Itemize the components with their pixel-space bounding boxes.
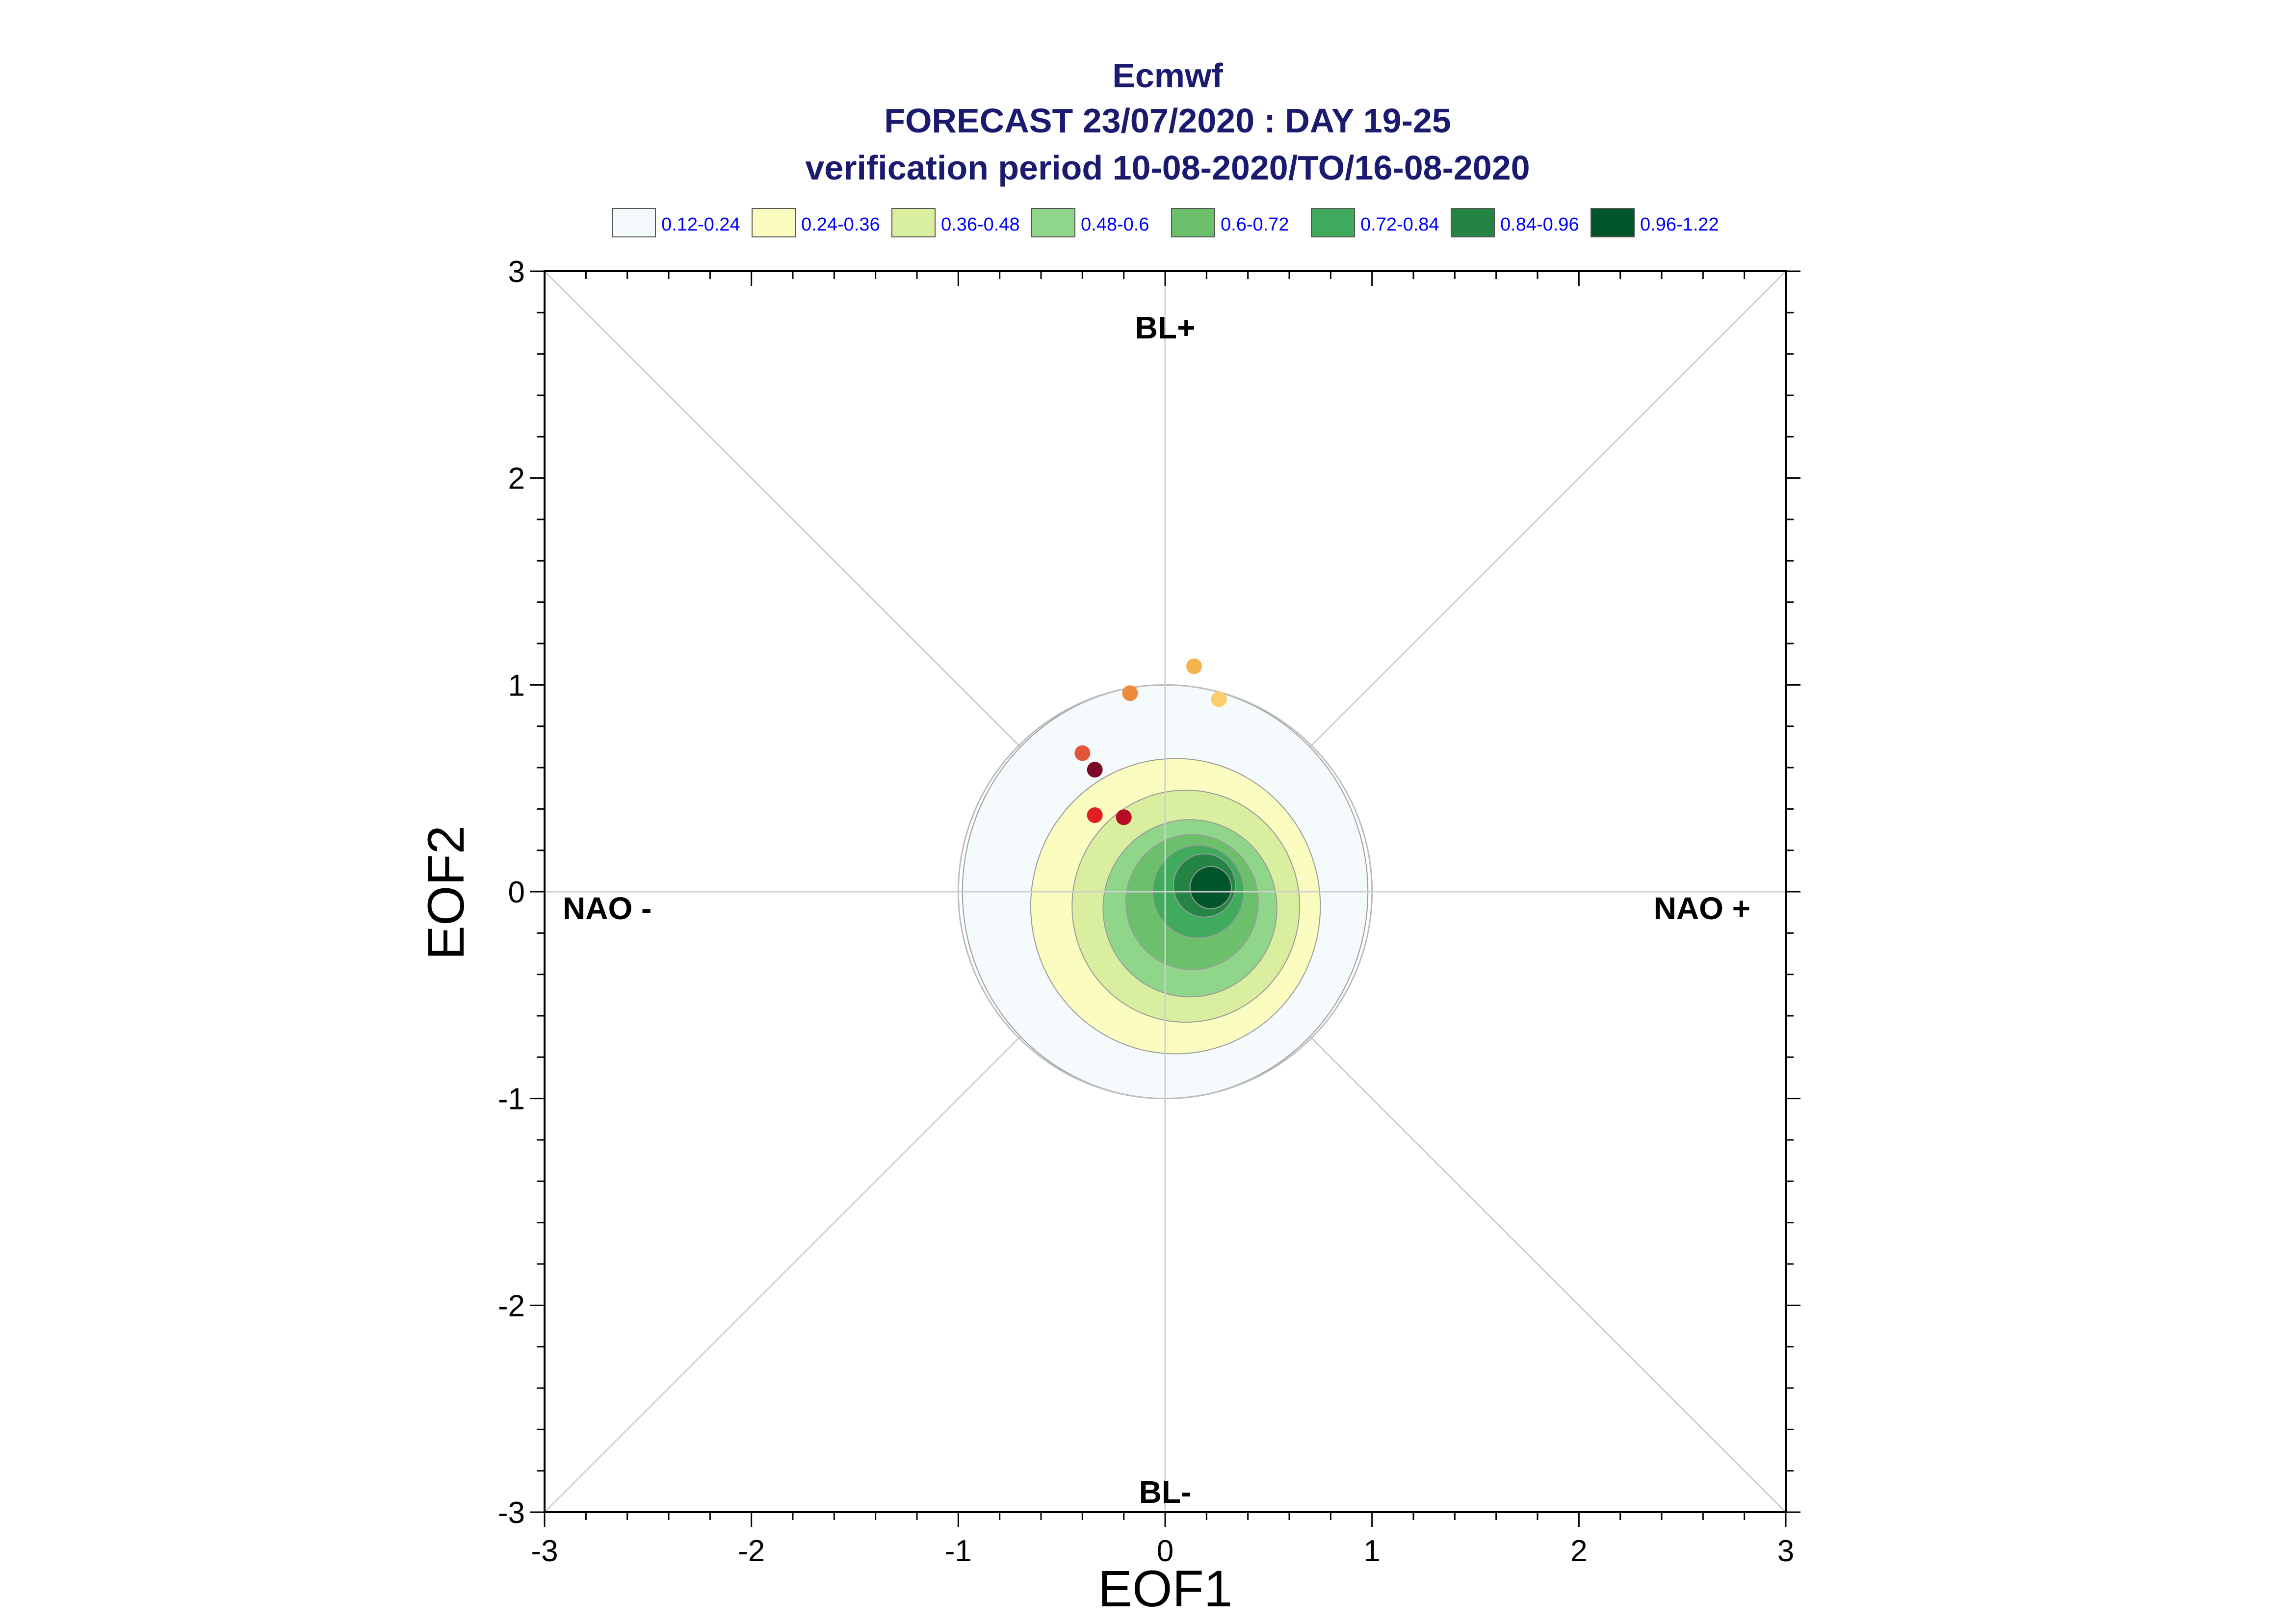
member-point bbox=[1116, 809, 1132, 825]
legend-label: 0.12-0.24 bbox=[661, 214, 740, 235]
y-tick-label: 0 bbox=[508, 876, 525, 909]
x-tick-label: 1 bbox=[1363, 1534, 1380, 1568]
chart-title: Ecmwf bbox=[1112, 56, 1223, 95]
legend-label: 0.24-0.36 bbox=[801, 214, 880, 235]
x-tick-label: 3 bbox=[1777, 1534, 1794, 1568]
legend-swatch bbox=[891, 208, 936, 237]
y-tick-label: 3 bbox=[508, 255, 525, 289]
member-points bbox=[1074, 658, 1227, 825]
x-tick-label: 2 bbox=[1570, 1534, 1587, 1568]
legend-label: 0.48-0.6 bbox=[1081, 214, 1149, 235]
regime-label-bottom: BL- bbox=[1139, 1474, 1192, 1510]
x-tick-label: -2 bbox=[738, 1534, 765, 1568]
legend: 0.12-0.24 0.24-0.36 0.36-0.48 0.48-0.6 0.6-0… bbox=[612, 208, 1719, 237]
y-tick-label: 2 bbox=[508, 462, 525, 496]
legend-label: 0.96-1.22 bbox=[1640, 214, 1719, 235]
regime-label-right: NAO + bbox=[1654, 891, 1750, 926]
y-tick-label: -3 bbox=[498, 1496, 525, 1530]
regime-label-left: NAO - bbox=[563, 891, 652, 926]
member-point bbox=[1122, 685, 1138, 701]
legend-swatch bbox=[1591, 208, 1635, 237]
y-axis-label: EOF2 bbox=[417, 825, 475, 960]
legend-swatch bbox=[612, 208, 656, 237]
legend-label: 0.36-0.48 bbox=[941, 214, 1020, 235]
chart-subtitle-2: verification period 10-08-2020/TO/16-08-… bbox=[805, 149, 1530, 187]
plot-area: -3 -2 -1 0 1 2 3 -3 -2 -1 0 1 2 3 bbox=[498, 255, 1800, 1568]
axis-ticks bbox=[530, 270, 1800, 1527]
y-tick-label: 1 bbox=[508, 669, 525, 702]
legend-swatch bbox=[1311, 208, 1355, 237]
density-contour bbox=[1189, 866, 1232, 909]
member-point bbox=[1087, 762, 1103, 778]
y-tick-label: -1 bbox=[498, 1083, 525, 1116]
x-tick-label: 0 bbox=[1157, 1534, 1174, 1568]
legend-label: 0.84-0.96 bbox=[1500, 214, 1579, 235]
legend-swatch bbox=[752, 208, 796, 237]
tick-labels: -3 -2 -1 0 1 2 3 -3 -2 -1 0 1 2 3 bbox=[498, 255, 1794, 1568]
member-point bbox=[1087, 807, 1103, 823]
regime-label-top: BL+ bbox=[1135, 310, 1196, 345]
member-point bbox=[1211, 691, 1227, 707]
member-point bbox=[1186, 658, 1202, 674]
y-tick-label: -2 bbox=[498, 1289, 525, 1323]
x-axis-label: EOF1 bbox=[1098, 1560, 1232, 1618]
legend-label: 0.6-0.72 bbox=[1221, 214, 1289, 235]
legend-swatch bbox=[1171, 208, 1215, 237]
legend-label: 0.72-0.84 bbox=[1360, 214, 1439, 235]
x-tick-label: -3 bbox=[531, 1534, 558, 1568]
legend-swatch bbox=[1451, 208, 1495, 237]
chart-subtitle: FORECAST 23/07/2020 : DAY 19-25 bbox=[884, 102, 1451, 140]
x-tick-label: -1 bbox=[945, 1534, 972, 1568]
legend-swatch bbox=[1031, 208, 1075, 237]
member-point bbox=[1074, 745, 1091, 761]
zero-lines bbox=[545, 271, 1786, 1512]
